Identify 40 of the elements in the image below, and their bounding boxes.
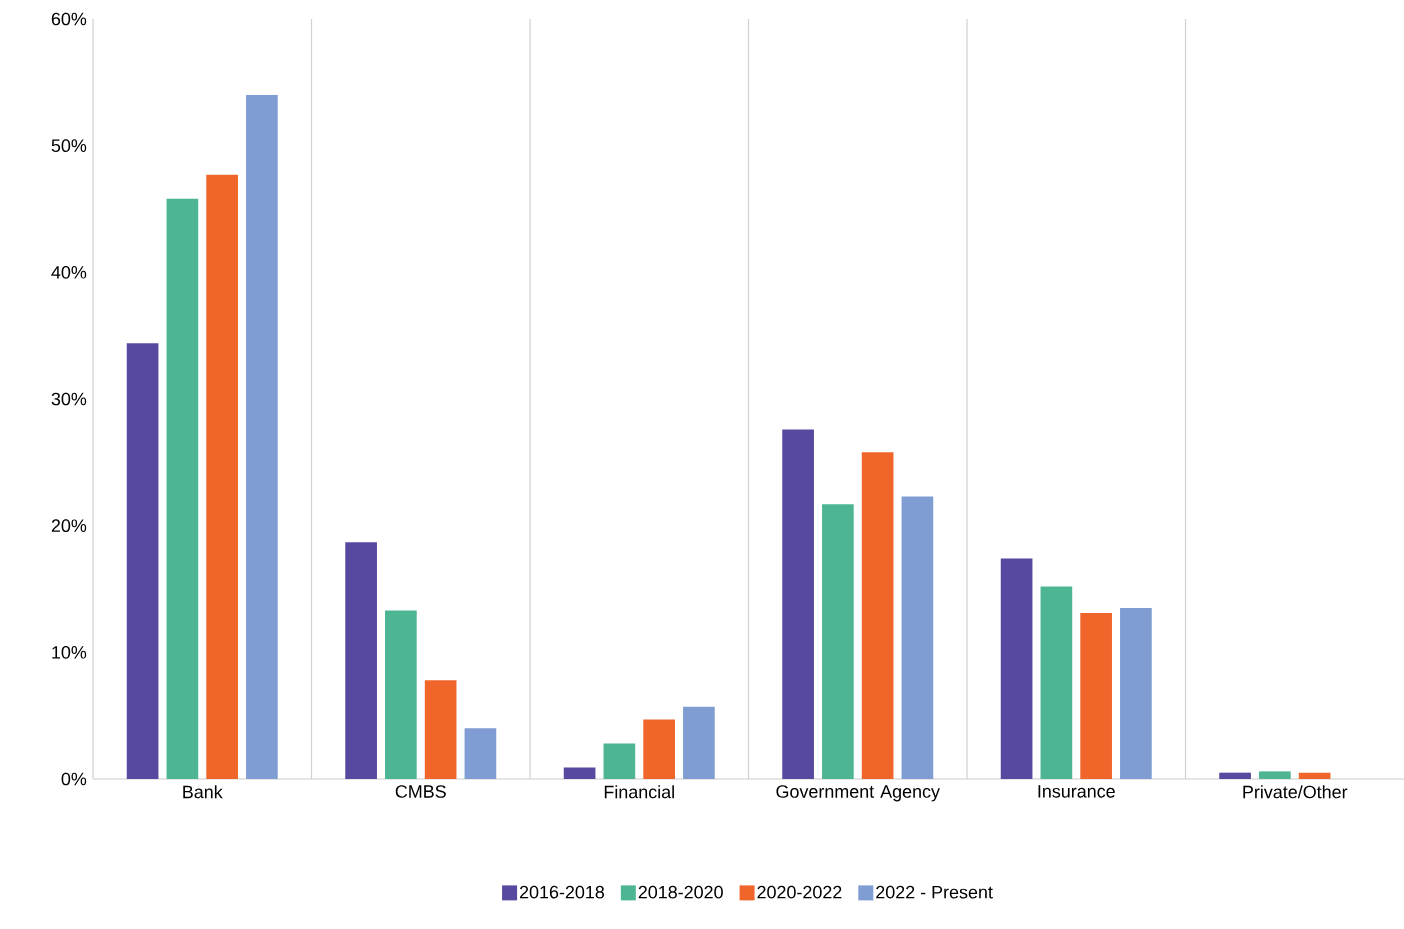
bar [424, 680, 457, 779]
bar [782, 429, 814, 779]
bar [1219, 772, 1251, 779]
bar [822, 504, 854, 779]
bar [345, 542, 377, 779]
x-tick-label: Bank [183, 785, 223, 799]
legend-label: 2022 - Present [876, 885, 993, 899]
bar [166, 198, 199, 779]
bar [1080, 613, 1112, 779]
x-tick-label: Financial [604, 785, 674, 799]
y-tick-label: 0% [61, 772, 87, 786]
x-tick-label: Government Agency [776, 785, 940, 802]
x-tick-label: CMBS [395, 785, 446, 798]
bar [643, 719, 675, 779]
bar [901, 496, 934, 779]
legend-label: 2020-2022 [757, 885, 842, 899]
bar [1000, 558, 1033, 779]
y-tick-label: 50% [51, 139, 87, 152]
x-tick-label: Insurance [1038, 785, 1115, 798]
bar [1259, 771, 1291, 779]
bar [1298, 772, 1331, 779]
bar [206, 174, 238, 779]
bar [464, 728, 497, 779]
y-tick-label: 10% [52, 645, 87, 659]
bar [1120, 607, 1152, 779]
bar [861, 452, 894, 779]
bar [246, 94, 278, 779]
x-tick-label: Private/Other [1243, 785, 1348, 799]
bar [126, 343, 159, 779]
bar [683, 706, 715, 779]
bar [563, 767, 596, 779]
bar [603, 743, 636, 779]
y-tick-label: 40% [51, 265, 87, 279]
bar [1040, 586, 1073, 779]
legend-label: 2016-2018 [519, 885, 605, 899]
legend-label: 2018-2020 [638, 885, 723, 899]
y-tick-label: 60% [51, 12, 87, 26]
y-tick-label: 20% [51, 519, 87, 533]
y-tick-label: 30% [51, 392, 87, 406]
bar [385, 610, 417, 779]
